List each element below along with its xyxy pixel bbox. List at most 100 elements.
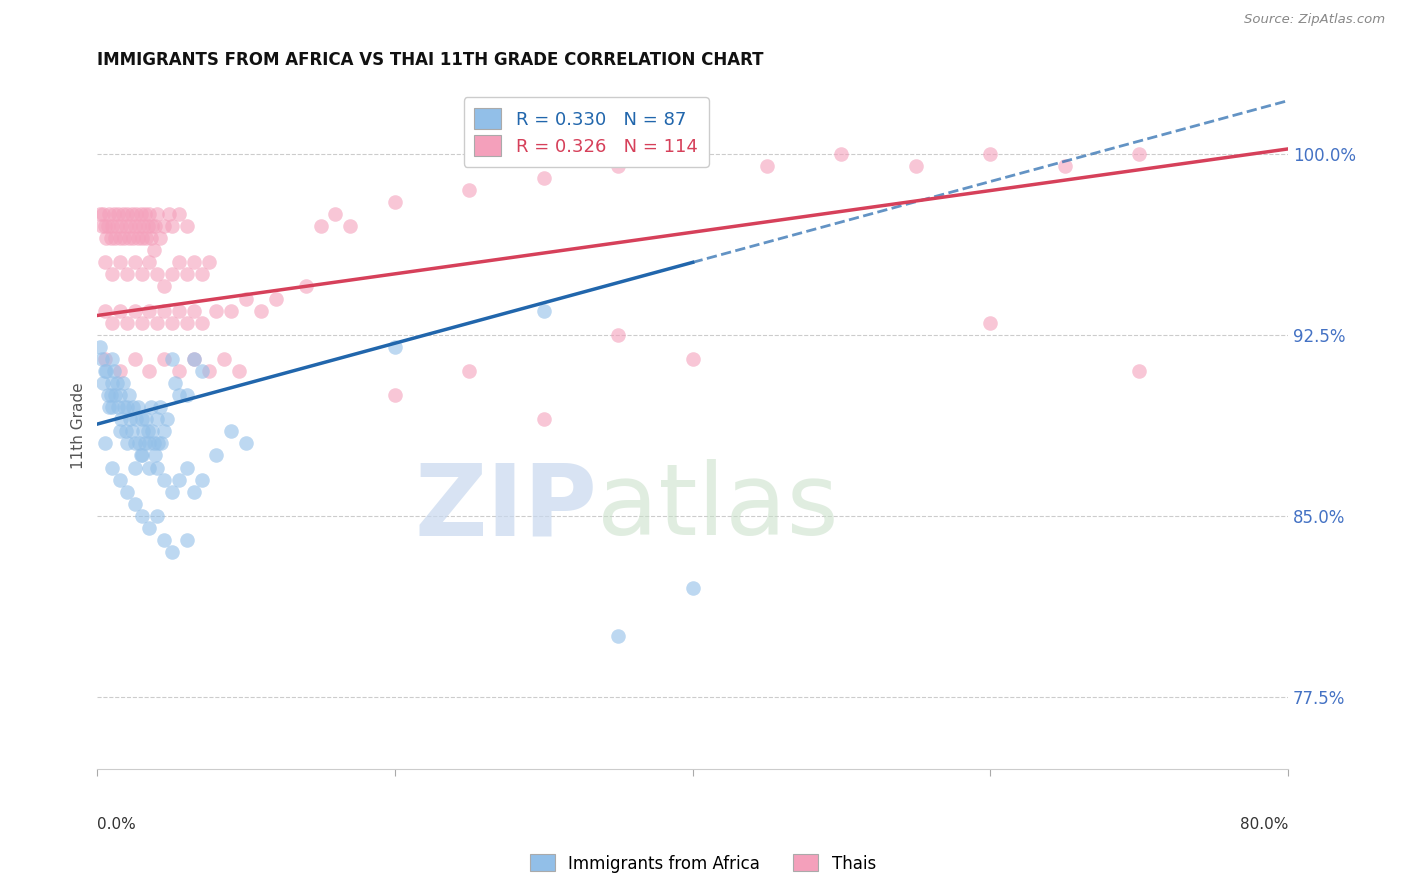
Point <box>98 400 121 414</box>
Point <box>115 436 138 450</box>
Point <box>103 364 125 378</box>
Point <box>131 508 153 523</box>
Point <box>122 400 145 414</box>
Point <box>125 207 148 221</box>
Point <box>132 219 155 234</box>
Point <box>107 207 129 221</box>
Point <box>146 412 169 426</box>
Point <box>112 231 135 245</box>
Legend: Immigrants from Africa, Thais: Immigrants from Africa, Thais <box>523 847 883 880</box>
Point <box>831 146 853 161</box>
Point <box>167 364 190 378</box>
Point <box>94 303 117 318</box>
Point <box>101 316 124 330</box>
Point <box>94 364 117 378</box>
Point <box>117 231 139 245</box>
Point <box>607 327 630 342</box>
Point <box>105 219 128 234</box>
Point <box>115 207 138 221</box>
Point <box>110 412 132 426</box>
Point <box>228 364 250 378</box>
Point <box>138 364 160 378</box>
Point <box>120 412 142 426</box>
Point <box>384 194 406 209</box>
Point <box>138 255 160 269</box>
Point <box>682 351 704 366</box>
Point <box>458 183 481 197</box>
Point <box>89 207 111 221</box>
Point <box>103 207 125 221</box>
Point <box>235 292 257 306</box>
Point <box>131 268 153 282</box>
Point <box>138 207 160 221</box>
Point <box>1128 146 1150 161</box>
Point <box>153 533 176 547</box>
Point <box>167 255 190 269</box>
Point <box>108 425 131 439</box>
Point <box>141 219 163 234</box>
Point <box>183 255 205 269</box>
Point <box>108 231 131 245</box>
Point <box>183 484 205 499</box>
Text: 80.0%: 80.0% <box>1240 817 1288 832</box>
Point <box>142 436 165 450</box>
Text: ZIP: ZIP <box>415 459 598 557</box>
Point <box>149 231 172 245</box>
Point <box>136 425 159 439</box>
Point <box>145 219 167 234</box>
Point <box>183 303 205 318</box>
Point <box>190 268 212 282</box>
Point <box>904 159 927 173</box>
Point <box>96 231 118 245</box>
Point <box>1128 364 1150 378</box>
Point <box>131 316 153 330</box>
Point <box>128 219 150 234</box>
Point <box>124 436 146 450</box>
Point <box>124 460 146 475</box>
Point <box>101 351 124 366</box>
Point <box>97 388 120 402</box>
Point <box>339 219 361 234</box>
Point <box>129 207 152 221</box>
Point <box>135 231 157 245</box>
Point <box>176 316 198 330</box>
Point <box>146 207 169 221</box>
Point <box>139 231 162 245</box>
Point <box>110 219 132 234</box>
Point <box>94 219 117 234</box>
Point <box>607 630 630 644</box>
Point <box>190 316 212 330</box>
Point <box>141 425 163 439</box>
Point <box>134 207 156 221</box>
Point <box>979 146 1001 161</box>
Point <box>107 400 129 414</box>
Point <box>101 219 124 234</box>
Point <box>100 388 122 402</box>
Text: IMMIGRANTS FROM AFRICA VS THAI 11TH GRADE CORRELATION CHART: IMMIGRANTS FROM AFRICA VS THAI 11TH GRAD… <box>97 51 763 69</box>
Point <box>127 231 149 245</box>
Point <box>146 268 169 282</box>
Point <box>183 351 205 366</box>
Point <box>90 351 112 366</box>
Point <box>533 170 555 185</box>
Point <box>108 364 131 378</box>
Point <box>96 364 118 378</box>
Point <box>139 400 162 414</box>
Point <box>124 303 146 318</box>
Point <box>153 425 176 439</box>
Point <box>163 376 186 390</box>
Point <box>607 159 630 173</box>
Point <box>120 219 142 234</box>
Point <box>124 255 146 269</box>
Point <box>146 508 169 523</box>
Point <box>176 268 198 282</box>
Point <box>101 268 124 282</box>
Point <box>160 219 183 234</box>
Point <box>115 268 138 282</box>
Point <box>533 412 555 426</box>
Point <box>124 351 146 366</box>
Point <box>124 219 146 234</box>
Point <box>97 219 120 234</box>
Point <box>183 351 205 366</box>
Point <box>198 255 221 269</box>
